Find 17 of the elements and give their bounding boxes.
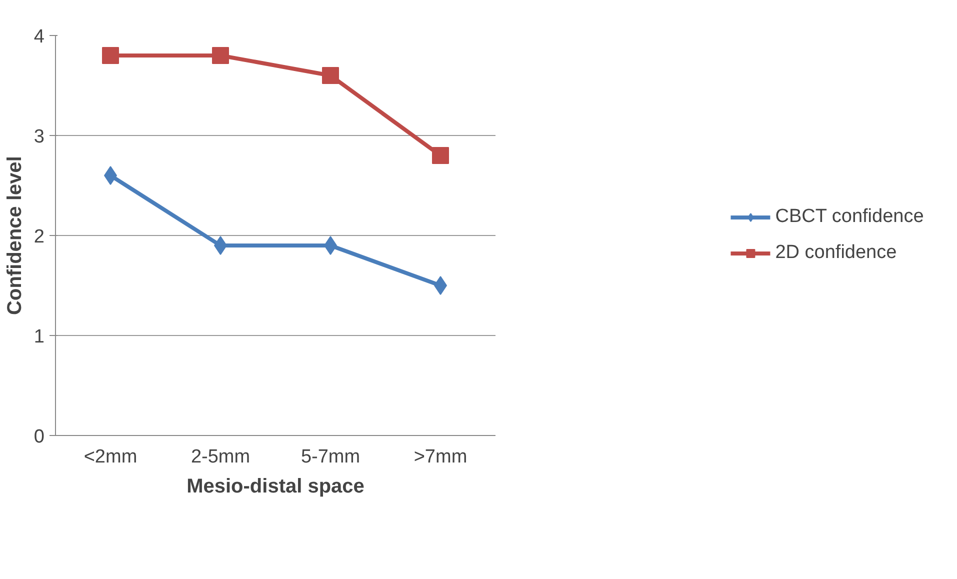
y-tick-label: 1 [34, 326, 45, 348]
point [432, 147, 449, 164]
legend-label: CBCT confidence [775, 206, 924, 228]
point [102, 47, 119, 64]
y-tick-label: 3 [34, 126, 45, 148]
y-tick-label: 2 [34, 226, 45, 248]
x-tick-label: 5-7mm [300, 446, 360, 468]
x-tick-label: >7mm [414, 446, 468, 468]
x-tick-label: <2mm [84, 446, 138, 468]
point [212, 47, 229, 64]
y-tick-label: 4 [34, 26, 45, 48]
x-axis-title: Mesio-distal space [186, 476, 364, 498]
x-tick-label: 2-5mm [190, 446, 250, 468]
y-tick-label: 0 [34, 426, 45, 448]
y-axis-title: Confidence level [4, 156, 26, 315]
point [322, 67, 339, 84]
legend-label: 2D confidence [775, 242, 897, 264]
